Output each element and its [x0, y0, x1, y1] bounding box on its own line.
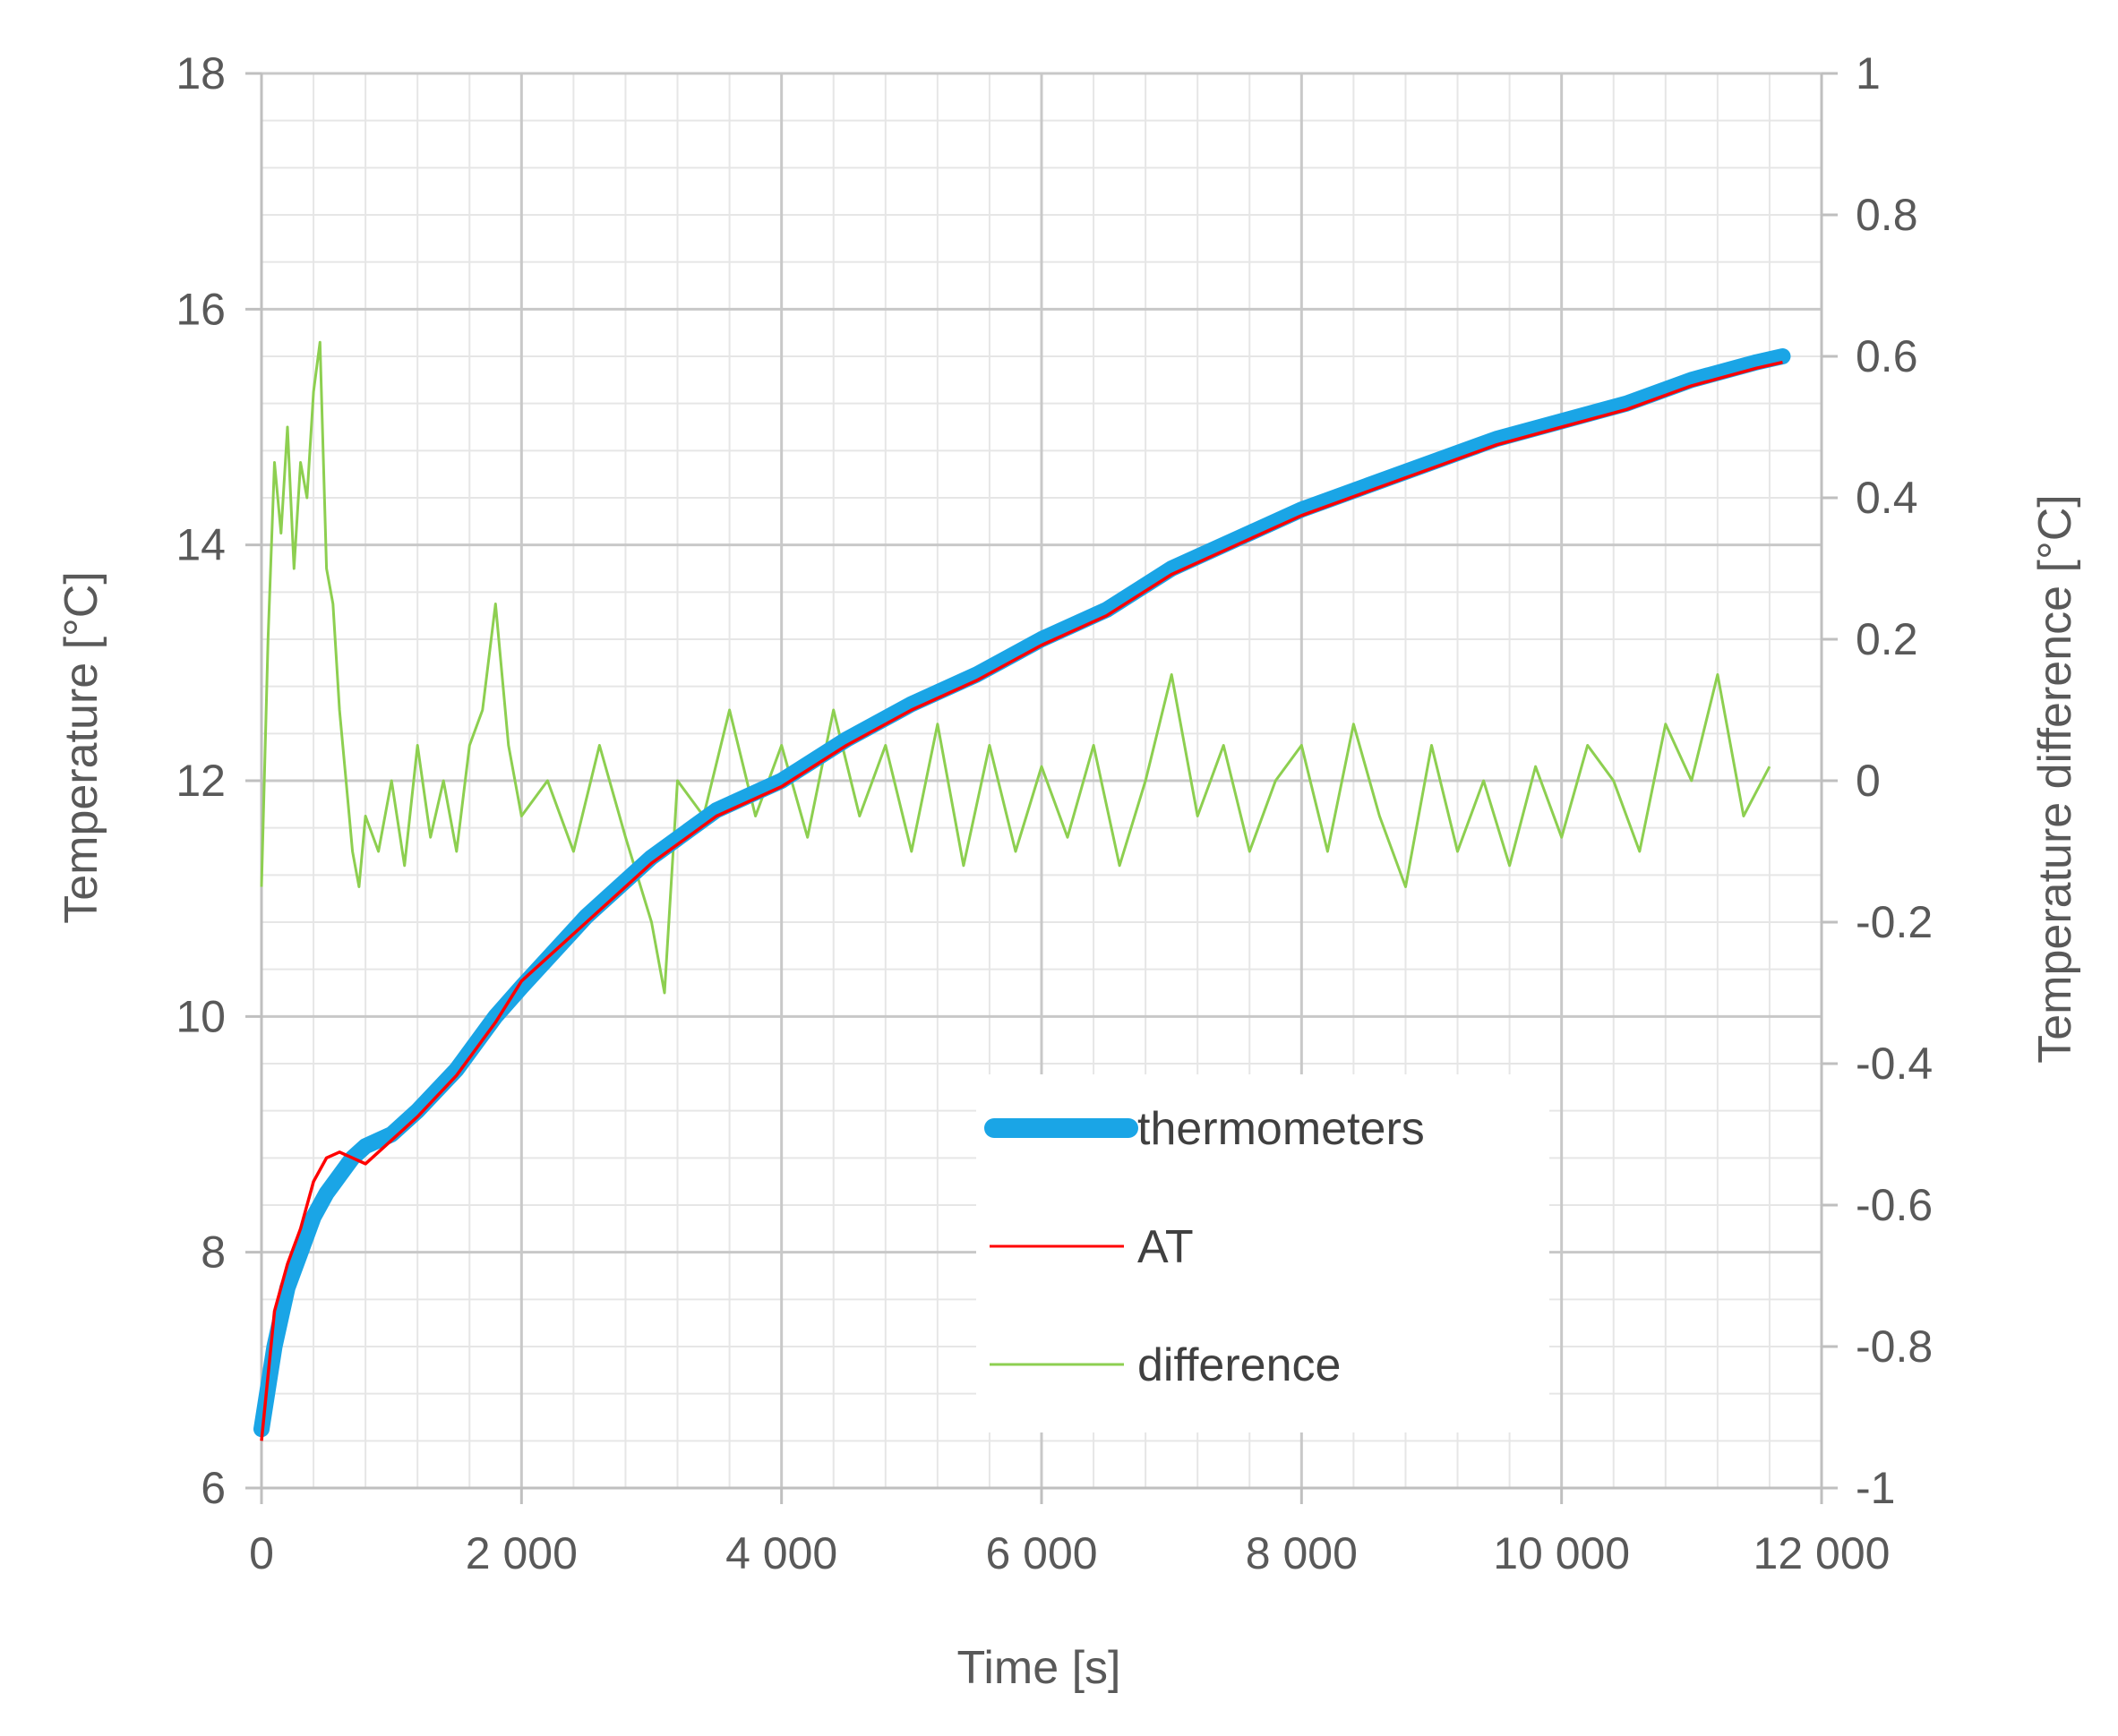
y2-tick-label: -0.2: [1856, 897, 1933, 947]
y2-tick-label: 0.4: [1856, 473, 1918, 523]
plot-series: [253, 340, 1791, 1441]
y-tick-label: 8: [201, 1227, 226, 1278]
legend-label-at: AT: [1137, 1221, 1194, 1273]
right-axis-ticks: -1 -0.8 -0.6 -0.4 -0.2 0 0.2 0.4 0.6 0.8 1: [1822, 48, 1933, 1513]
y-axis-title: Temperature [°C]: [56, 571, 107, 924]
x-tick-label: 0: [249, 1528, 274, 1578]
y-tick-label: 10: [176, 991, 226, 1041]
y2-tick-label: 0.6: [1856, 331, 1918, 381]
x-tick-label: 10 000: [1493, 1528, 1630, 1578]
y2-tick-label: 1: [1856, 48, 1881, 98]
x-tick-label: 8 000: [1246, 1528, 1358, 1578]
y2-tick-label: -0.6: [1856, 1180, 1933, 1230]
x-tick-label: 12 000: [1754, 1528, 1891, 1578]
y2-tick-label: 0: [1856, 756, 1881, 806]
y-tick-label: 12: [176, 756, 226, 806]
legend-label-difference: difference: [1137, 1339, 1341, 1391]
left-axis-ticks: 6 8 10 12 14 16 18: [176, 48, 262, 1513]
legend: thermometers AT difference: [976, 1074, 1549, 1432]
y2-tick-label: 0.8: [1856, 190, 1918, 240]
x-tick-label: 4 000: [725, 1528, 837, 1578]
y-tick-label: 6: [201, 1463, 226, 1513]
x-axis-title: Time [s]: [957, 1642, 1121, 1694]
y2-axis-title: Temperature difference [°C]: [2029, 494, 2081, 1063]
bottom-axis-ticks: 0 2 000 4 000 6 000 8 000 10 000 12 000: [249, 1488, 1890, 1578]
y2-tick-label: -0.4: [1856, 1039, 1933, 1089]
y2-tick-label: -0.8: [1856, 1321, 1933, 1372]
y2-tick-label: -1: [1856, 1463, 1895, 1513]
legend-label-thermometers: thermometers: [1137, 1103, 1425, 1155]
x-tick-label: 6 000: [985, 1528, 1097, 1578]
y2-tick-label: 0.2: [1856, 614, 1918, 664]
series-line-thermometers: [253, 348, 1791, 1438]
y-tick-label: 18: [176, 48, 226, 98]
y-tick-label: 14: [176, 520, 226, 570]
y-tick-label: 16: [176, 284, 226, 334]
series-line-at: [260, 360, 1783, 1441]
x-tick-label: 2 000: [466, 1528, 578, 1578]
